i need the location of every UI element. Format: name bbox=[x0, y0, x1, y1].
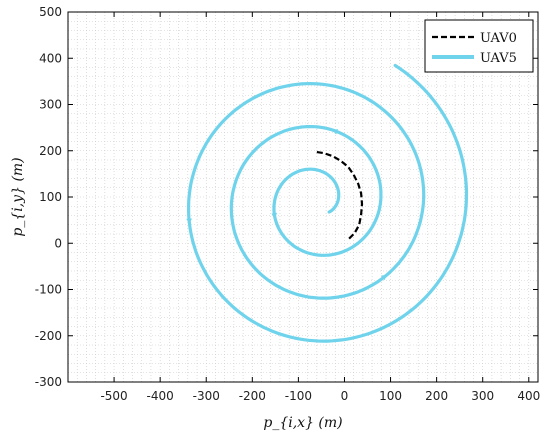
y-tick-label: -200 bbox=[35, 329, 62, 343]
series-uav5-line bbox=[187, 63, 469, 343]
y-tick-label: -100 bbox=[35, 283, 62, 297]
x-tick-label: -100 bbox=[285, 389, 312, 403]
x-tick-label: -300 bbox=[193, 389, 220, 403]
x-axis-label: p_{i,x} (m) bbox=[263, 415, 342, 431]
y-tick-label: -300 bbox=[35, 375, 62, 389]
legend-box bbox=[424, 19, 534, 73]
series-uav5-arrow bbox=[186, 218, 192, 224]
x-tick-label: 300 bbox=[471, 389, 494, 403]
x-tick-label: -500 bbox=[100, 389, 127, 403]
y-axis-label: p_{i,y} (m) bbox=[10, 157, 26, 236]
y-tick-label: 400 bbox=[39, 51, 62, 65]
ticks: -500 -400 -300 -200 -100 0 100 200 300 400 -300 -20… bbox=[35, 5, 540, 403]
y-tick-label: 500 bbox=[39, 5, 62, 19]
series-uav0-line bbox=[314, 150, 364, 240]
x-tick-label: 100 bbox=[379, 389, 402, 403]
x-tick-label: 200 bbox=[425, 389, 448, 403]
legend-label-uav0: UAV0 bbox=[480, 31, 517, 46]
x-tick-label: 0 bbox=[341, 389, 349, 403]
x-tick-label: -200 bbox=[239, 389, 266, 403]
x-tick-label: -400 bbox=[147, 389, 174, 403]
series-uav5-arrow bbox=[381, 274, 387, 281]
y-tick-label: 0 bbox=[54, 236, 62, 250]
series-uav5-arrow bbox=[271, 212, 278, 219]
series-uav5-arrow bbox=[332, 129, 339, 135]
legend-label-uav5: UAV5 bbox=[480, 51, 517, 66]
y-tick-label: 100 bbox=[39, 190, 62, 204]
legend: UAV0 UAV5 bbox=[424, 19, 534, 73]
grid bbox=[67, 11, 539, 383]
x-tick-label: 400 bbox=[517, 389, 540, 403]
plot-area bbox=[186, 63, 469, 343]
y-tick-label: 200 bbox=[39, 144, 62, 158]
y-tick-label: 300 bbox=[39, 98, 62, 112]
